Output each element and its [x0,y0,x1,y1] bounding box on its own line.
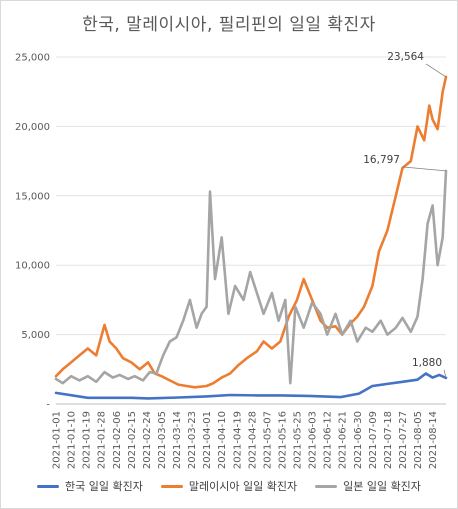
y-tick-label: 25,000 [15,53,50,64]
x-tick-label: 2021-02-24 [142,411,153,469]
x-tick-label: 2021-02-15 [127,411,138,469]
x-tick-label: 2021-06-30 [353,411,364,469]
series-lines [54,75,448,400]
x-tick-label: 2021-02-06 [112,411,123,469]
series-line [54,169,448,385]
legend-label: 말레이시아 일일 확진자 [188,480,298,493]
annotations: 23,564 16,797 1,880 [363,51,447,379]
x-tick-label: 2021-04-28 [247,411,258,469]
x-tick-label: 2021-05-25 [293,411,304,469]
x-tick-label: 2021-04-19 [232,411,243,469]
x-tick-label: 2021-04-01 [202,411,213,469]
x-tick-label: 2021-06-12 [323,411,334,469]
x-tick-label: 2021-07-18 [383,411,394,469]
x-tick-label: 2021-01-28 [97,411,108,469]
x-tick-label: 2021-01-19 [82,411,93,469]
series-line [54,75,448,389]
x-tick-label: 2021-04-10 [217,411,228,469]
x-axis: 2021-01-01 2021-01-10 2021-01-19 2021-01-28… [52,411,440,469]
annotation-leader [425,63,447,78]
gridlines [56,56,446,405]
x-tick-label: 2021-03-14 [172,411,183,469]
data-label: 16,797 [363,154,400,166]
x-tick-label: 2021-08-05 [413,411,424,469]
y-axis: - 5,000 10,000 15,000 20,000 25,000 [15,53,50,411]
legend-item: 일본 일일 확진자 [315,478,421,494]
x-tick-label: 2021-07-09 [368,411,379,469]
x-tick-label: 2021-06-03 [308,411,319,469]
data-label: 23,564 [387,51,424,63]
x-tick-label: 2021-08-14 [428,411,439,469]
legend-label: 일본 일일 확진자 [343,480,421,493]
legend-label: 한국 일일 확진자 [65,480,143,493]
chart-title: 한국, 말레이시아, 필리핀의 일일 확진자 [82,15,376,35]
x-tick-label: 2021-01-01 [52,411,63,469]
x-tick-label: 2021-03-23 [187,411,198,469]
y-tick-label: - [46,400,50,411]
x-tick-label: 2021-01-10 [67,411,78,469]
legend-swatch [315,484,338,488]
data-label: 1,880 [412,357,442,369]
y-tick-label: 15,000 [15,191,50,202]
y-tick-label: 5,000 [21,330,50,341]
y-tick-label: 10,000 [15,261,50,272]
x-tick-label: 2021-06-21 [338,411,349,469]
y-tick-label: 20,000 [15,122,50,133]
legend-item: 말레이시아 일일 확진자 [160,478,298,494]
x-tick-label: 2021-07-27 [398,411,409,469]
legend: 한국 일일 확진자 말레이시아 일일 확진자 일본 일일 확진자 [0,478,458,494]
annotation-leader [443,369,447,379]
annotation-leader [401,166,447,172]
legend-swatch [160,484,183,488]
legend-item: 한국 일일 확진자 [37,478,143,494]
x-tick-label: 2021-05-16 [277,411,288,469]
series-line [54,372,448,400]
legend-swatch [37,484,60,488]
x-tick-label: 2021-03-05 [157,411,168,469]
x-tick-label: 2021-05-07 [262,411,273,469]
